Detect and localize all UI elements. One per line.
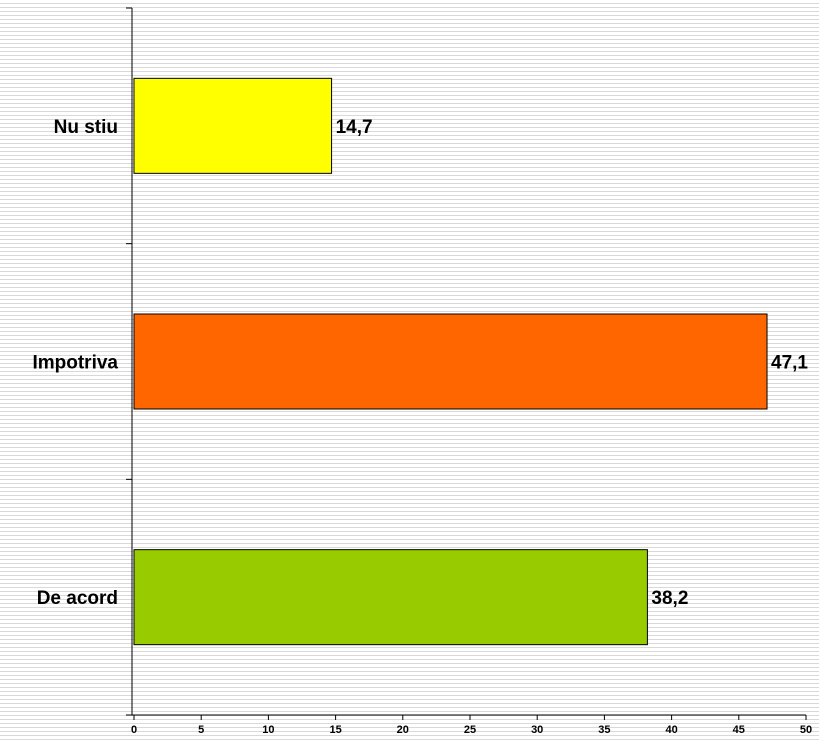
x-tick-label: 10: [262, 724, 274, 736]
axes: [126, 7, 807, 720]
bar-de-acord: [133, 549, 648, 646]
x-tick-label: 40: [665, 724, 677, 736]
x-tick-label: 35: [598, 724, 610, 736]
bar-impotriva: [133, 313, 768, 410]
x-tick-label: 30: [531, 724, 543, 736]
category-label: Nu stiu: [54, 117, 118, 138]
category-label: Impotriva: [32, 353, 118, 374]
data-label: 47,1: [771, 353, 808, 374]
data-label: 38,2: [651, 588, 688, 609]
data-label: 14,7: [336, 117, 373, 138]
x-tick-label: 45: [733, 724, 745, 736]
x-tick-label: 0: [131, 724, 137, 736]
x-tick-label: 5: [198, 724, 204, 736]
category-label: De acord: [37, 588, 118, 609]
bars: [133, 77, 768, 646]
labels: Nu stiu 14,7 Impotriva 47,1 De acord 38,2 0 5 10…: [32, 117, 812, 736]
x-tick-label: 15: [329, 724, 341, 736]
x-tick-label: 25: [464, 724, 476, 736]
x-tick-label: 50: [800, 724, 812, 736]
x-tick-label: 20: [397, 724, 409, 736]
bar-nu-stiu: [133, 77, 333, 174]
